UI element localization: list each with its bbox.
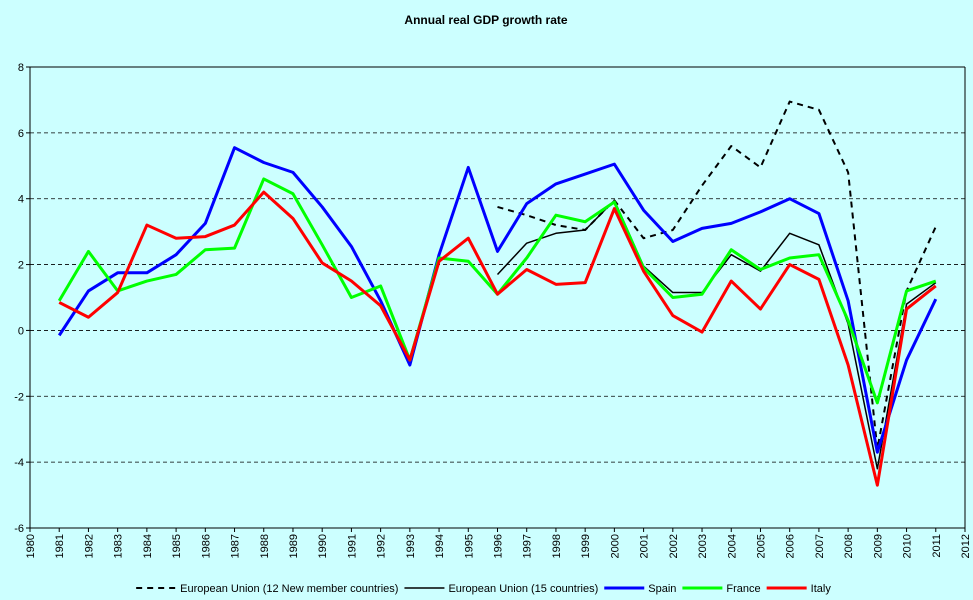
x-tick-label: 2005 xyxy=(755,534,767,558)
y-tick-label: 0 xyxy=(18,325,24,337)
x-tick-label: 1991 xyxy=(346,534,358,558)
x-tick-label: 2003 xyxy=(697,534,709,558)
x-tick-label: 1992 xyxy=(376,534,388,558)
y-tick-label: 6 xyxy=(18,128,24,140)
y-tick-label: 4 xyxy=(18,194,24,206)
x-tick-label: 1997 xyxy=(522,534,534,558)
series-line xyxy=(497,100,937,450)
x-tick-label: 1985 xyxy=(171,534,183,558)
series-line xyxy=(58,190,937,487)
x-tick-label: 2010 xyxy=(902,534,914,558)
x-tick-label: 1994 xyxy=(434,534,446,558)
legend-label: European Union (15 countries) xyxy=(448,583,598,595)
x-tick-label: 1987 xyxy=(230,534,242,558)
y-tick-label: -4 xyxy=(14,457,24,469)
x-tick-label: 1980 xyxy=(25,534,37,558)
y-tick-label: -6 xyxy=(14,523,24,535)
x-tick-label: 2007 xyxy=(814,534,826,558)
x-tick-label: 2004 xyxy=(726,534,738,558)
x-tick-label: 2009 xyxy=(872,534,884,558)
y-tick-label: 2 xyxy=(18,260,24,272)
x-tick-label: 2001 xyxy=(639,534,651,558)
legend-label: Spain xyxy=(648,583,676,595)
legend-label: France xyxy=(726,583,760,595)
x-tick-label: 1999 xyxy=(580,534,592,558)
chart-title: Annual real GDP growth rate xyxy=(404,13,567,27)
x-tick-label: 1981 xyxy=(54,534,66,558)
x-tick-label: 2000 xyxy=(609,534,621,558)
x-tick-label: 1984 xyxy=(142,534,154,558)
x-tick-label: 1989 xyxy=(288,534,300,558)
x-tick-label: 2008 xyxy=(843,534,855,558)
x-tick-label: 1995 xyxy=(463,534,475,558)
x-tick-label: 1986 xyxy=(200,534,212,558)
legend-label: Italy xyxy=(811,583,832,595)
x-tick-label: 1998 xyxy=(551,534,563,558)
y-tick-label: -2 xyxy=(14,391,24,403)
x-tick-label: 2011 xyxy=(931,534,943,558)
x-tick-label: 1982 xyxy=(83,534,95,558)
x-tick-label: 1983 xyxy=(113,534,125,558)
x-tick-label: 2006 xyxy=(785,534,797,558)
x-tick-label: 2012 xyxy=(960,534,972,558)
x-tick-label: 1990 xyxy=(317,534,329,558)
x-tick-label: 1988 xyxy=(259,534,271,558)
x-tick-label: 2002 xyxy=(668,534,680,558)
x-tick-label: 1993 xyxy=(405,534,417,558)
series-line xyxy=(57,146,938,454)
legend-label: European Union (12 New member countries) xyxy=(180,583,398,595)
x-tick-label: 1996 xyxy=(493,534,505,558)
y-tick-label: 8 xyxy=(18,62,24,74)
